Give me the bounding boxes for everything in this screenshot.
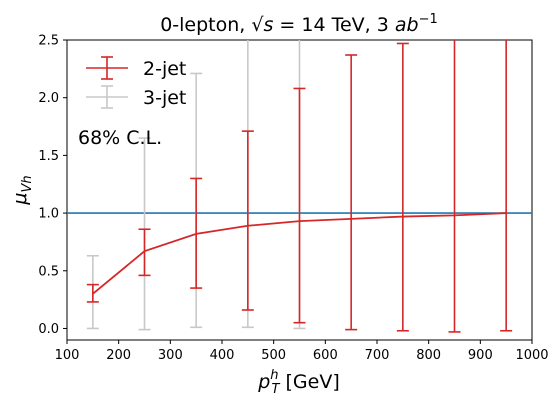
- x-tick-label: 900: [468, 348, 493, 363]
- x-tick-label: 200: [106, 348, 131, 363]
- line-2jet-central: [92, 212, 507, 295]
- y-tick-label: 1.5: [38, 149, 59, 164]
- y-tick-label: 1.0: [38, 207, 59, 222]
- error-bar-2jet: [241, 130, 254, 311]
- confidence-level-annotation: 68% C.L.: [78, 127, 162, 149]
- x-tick-label: 800: [416, 348, 441, 363]
- y-tick-label: 2.5: [38, 34, 59, 49]
- error-bar-2jet: [396, 42, 409, 332]
- error-bar-2jet: [293, 87, 306, 324]
- legend-entry-3jet: 3-jet: [86, 85, 186, 109]
- chart-title: 0-lepton, √s = 14 TeV, 3 ab−1: [160, 12, 438, 36]
- legend-label-3jet: 3-jet: [143, 87, 186, 109]
- error-bar-2jet: [345, 54, 358, 331]
- x-tick-label: 500: [261, 348, 286, 363]
- x-tick-label: 400: [210, 348, 235, 363]
- x-tick-label: 600: [313, 348, 338, 363]
- error-bar-2jet: [448, 40, 461, 333]
- x-tick-label: 300: [158, 348, 183, 363]
- x-tick-label: 100: [55, 348, 80, 363]
- error-bar-2jet: [500, 40, 513, 332]
- x-tick-label: 1000: [515, 348, 548, 363]
- legend: 2-jet 3-jet: [86, 56, 186, 109]
- y-axis-label: μVh: [9, 175, 35, 205]
- y-tick-label: 0.0: [38, 322, 59, 337]
- y-tick-label: 2.0: [38, 91, 59, 106]
- legend-label-2jet: 2-jet: [143, 58, 186, 80]
- y-tick-label: 0.5: [38, 264, 59, 279]
- legend-entry-2jet: 2-jet: [86, 56, 186, 80]
- x-axis-label: ph T [GeV]: [257, 368, 340, 397]
- x-tick-label: 700: [365, 348, 390, 363]
